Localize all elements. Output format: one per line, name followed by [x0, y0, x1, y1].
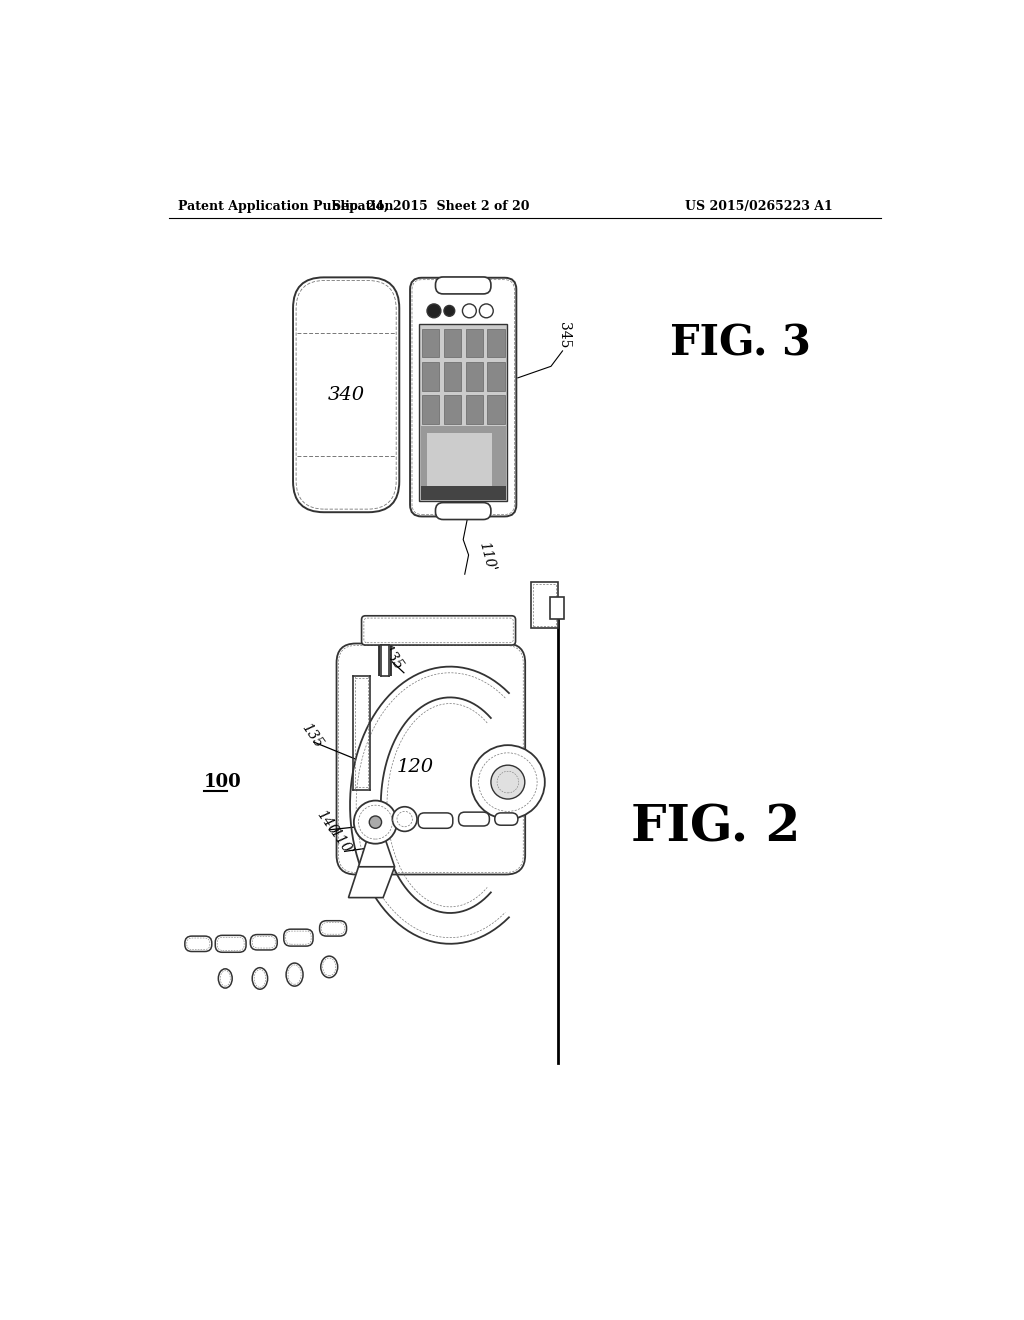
FancyBboxPatch shape — [495, 813, 518, 825]
Text: US 2015/0265223 A1: US 2015/0265223 A1 — [685, 199, 833, 213]
Text: FIG. 2: FIG. 2 — [631, 804, 801, 853]
Text: Sep. 24, 2015  Sheet 2 of 20: Sep. 24, 2015 Sheet 2 of 20 — [332, 199, 529, 213]
Polygon shape — [348, 867, 394, 898]
Ellipse shape — [321, 956, 338, 978]
Bar — [466, 362, 483, 391]
FancyBboxPatch shape — [361, 615, 515, 645]
Circle shape — [444, 305, 455, 317]
Bar — [443, 395, 461, 424]
Bar — [466, 395, 483, 424]
FancyBboxPatch shape — [410, 277, 516, 516]
Bar — [443, 362, 461, 391]
Bar — [487, 362, 505, 391]
Bar — [427, 433, 492, 495]
Circle shape — [354, 800, 397, 843]
Text: 110': 110' — [476, 540, 498, 573]
Bar — [419, 323, 507, 502]
Text: 120: 120 — [397, 758, 434, 776]
Text: 140: 140 — [313, 808, 341, 837]
Text: Patent Application Publication: Patent Application Publication — [178, 199, 394, 213]
Polygon shape — [358, 838, 394, 867]
FancyBboxPatch shape — [319, 921, 346, 936]
Bar — [422, 329, 439, 358]
FancyBboxPatch shape — [435, 277, 490, 294]
Text: FIG. 3: FIG. 3 — [670, 322, 810, 364]
FancyBboxPatch shape — [337, 644, 525, 875]
Bar — [466, 329, 483, 358]
Bar — [534, 585, 556, 626]
Bar — [422, 362, 439, 391]
Text: 135: 135 — [379, 643, 406, 672]
Text: 340: 340 — [328, 385, 365, 404]
Ellipse shape — [286, 964, 303, 986]
Bar — [531, 582, 558, 628]
Circle shape — [427, 304, 441, 318]
Circle shape — [463, 304, 476, 318]
Ellipse shape — [252, 968, 267, 989]
Bar — [550, 598, 564, 619]
Bar — [443, 329, 461, 358]
Text: 100: 100 — [204, 774, 242, 791]
Bar — [421, 486, 506, 499]
FancyBboxPatch shape — [293, 277, 399, 512]
Bar — [421, 426, 506, 499]
Circle shape — [392, 807, 417, 832]
FancyBboxPatch shape — [185, 936, 212, 952]
Text: 345: 345 — [557, 322, 571, 348]
Circle shape — [490, 766, 525, 799]
Circle shape — [479, 304, 494, 318]
Circle shape — [471, 744, 545, 818]
Text: 110': 110' — [327, 825, 356, 859]
Text: 135: 135 — [298, 721, 326, 751]
Ellipse shape — [218, 969, 232, 989]
FancyBboxPatch shape — [215, 936, 246, 952]
Circle shape — [370, 816, 382, 829]
Bar — [487, 329, 505, 358]
FancyBboxPatch shape — [435, 503, 490, 520]
FancyBboxPatch shape — [418, 813, 453, 829]
Bar — [422, 395, 439, 424]
FancyBboxPatch shape — [250, 935, 278, 950]
Bar — [487, 395, 505, 424]
FancyBboxPatch shape — [284, 929, 313, 946]
FancyBboxPatch shape — [459, 812, 489, 826]
